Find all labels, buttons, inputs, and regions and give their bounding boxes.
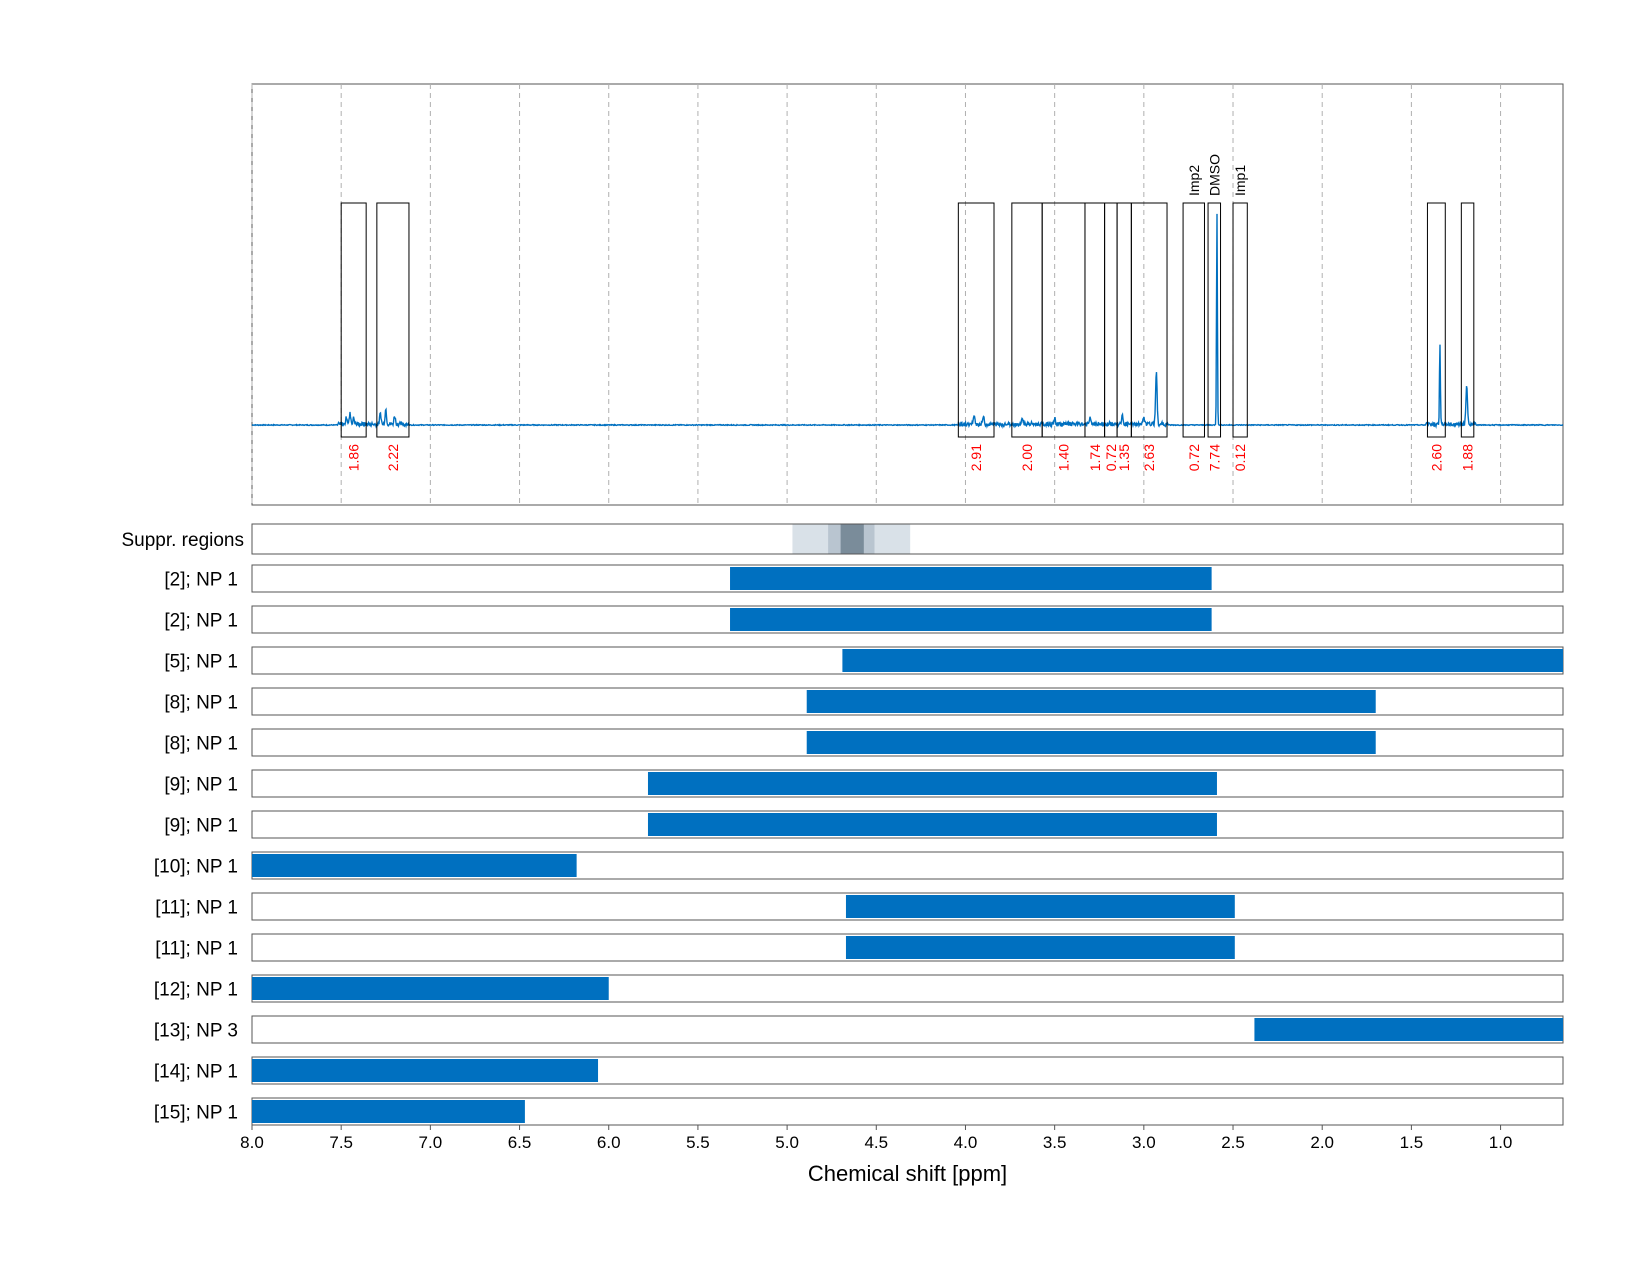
range-bar bbox=[1254, 1018, 1563, 1041]
range-row-label: [15]; NP 1 bbox=[154, 1103, 238, 1124]
integral-region-box bbox=[340, 202, 367, 438]
range-bar bbox=[842, 649, 1563, 672]
range-bar bbox=[845, 936, 1235, 959]
range-row-label: [10]; NP 1 bbox=[154, 857, 238, 878]
integral-value-label: 0.72 bbox=[1186, 444, 1202, 471]
integral-region-box bbox=[1011, 202, 1043, 438]
x-tick-label: 8.0 bbox=[240, 1133, 264, 1152]
integral-value-label: 2.22 bbox=[385, 444, 401, 471]
range-row-label: [2]; NP 1 bbox=[164, 611, 238, 632]
integral-value-label: 2.00 bbox=[1019, 444, 1035, 471]
range-row-label: [11]; NP 1 bbox=[155, 939, 238, 960]
x-tick-label: 7.5 bbox=[329, 1133, 353, 1152]
range-bar bbox=[252, 1059, 599, 1082]
range-row-label: [9]; NP 1 bbox=[164, 775, 238, 796]
x-tick-label: 1.0 bbox=[1489, 1133, 1513, 1152]
x-tick-label: 1.5 bbox=[1400, 1133, 1424, 1152]
integral-region-box bbox=[1084, 202, 1106, 438]
integral-region-box bbox=[957, 202, 995, 438]
range-rows: [2]; NP 1 [2]; NP 1 [5]; NP 1 [8]; NP 1 [8];… bbox=[154, 564, 1564, 1126]
integral-region-box bbox=[1232, 202, 1248, 438]
region-annotation-label: Imp1 bbox=[1232, 165, 1248, 196]
integral-value-label: 2.63 bbox=[1141, 444, 1157, 471]
x-tick-label: 7.0 bbox=[419, 1133, 443, 1152]
integral-value-label: 1.40 bbox=[1056, 444, 1072, 471]
integral-region-box bbox=[1104, 202, 1118, 438]
spectrum-line bbox=[251, 213, 1564, 430]
x-tick-label: 2.5 bbox=[1221, 1133, 1245, 1152]
range-row-label: [5]; NP 1 bbox=[164, 652, 238, 673]
integral-region-box bbox=[1130, 202, 1168, 438]
range-row-label: [9]; NP 1 bbox=[164, 816, 238, 837]
spectrum-frame bbox=[251, 83, 1564, 506]
integral-region-box bbox=[376, 202, 410, 438]
range-row-label: [14]; NP 1 bbox=[154, 1062, 238, 1083]
integral-region-box bbox=[1207, 202, 1222, 438]
integral-value-label: 2.60 bbox=[1428, 444, 1444, 471]
integral-value-label: 1.35 bbox=[1116, 444, 1132, 471]
integral-region-box bbox=[1041, 202, 1086, 438]
spectrum-panel: 1.86 2.22 2.91 2.00 1.40 1.74 0.721.35 2.63 0.72… bbox=[251, 83, 1564, 506]
suppression-label: Suppr. regions bbox=[121, 530, 244, 551]
range-bar bbox=[647, 772, 1217, 795]
suppression-panel: Suppr. regions bbox=[121, 523, 1564, 555]
integral-value-label: 1.88 bbox=[1460, 444, 1476, 471]
x-axis: 8.0 7.5 7.0 6.5 6.0 5.5 5.0 4.5 4.0 3.5 3.0 2.5 2.0 1… bbox=[240, 1124, 1563, 1186]
region-annotation-label: DMSO bbox=[1206, 154, 1222, 196]
range-bar bbox=[730, 608, 1212, 631]
range-bar bbox=[806, 731, 1376, 754]
x-tick-label: 6.5 bbox=[508, 1133, 532, 1152]
range-row-label: [2]; NP 1 bbox=[164, 570, 238, 591]
range-row-label: [8]; NP 1 bbox=[164, 693, 238, 714]
integral-value-label: 1.74 bbox=[1087, 444, 1103, 471]
x-tick-label: 5.5 bbox=[686, 1133, 710, 1152]
range-row-label: [8]; NP 1 bbox=[164, 734, 238, 755]
x-tick-label: 5.0 bbox=[775, 1133, 799, 1152]
suppression-frame bbox=[251, 523, 1564, 555]
range-bar bbox=[806, 690, 1376, 713]
integral-value-label: 2.91 bbox=[968, 444, 984, 471]
range-bar bbox=[252, 977, 609, 1000]
integral-value-label: 7.74 bbox=[1206, 444, 1222, 471]
x-tick-label: 3.0 bbox=[1132, 1133, 1156, 1152]
integral-region-box bbox=[1116, 202, 1132, 438]
integral-value-label: 0.12 bbox=[1232, 444, 1248, 471]
range-bar bbox=[252, 854, 577, 877]
range-bar bbox=[845, 895, 1235, 918]
range-bar bbox=[730, 567, 1212, 590]
integral-value-label: 1.86 bbox=[346, 444, 362, 471]
x-tick-label: 6.0 bbox=[597, 1133, 621, 1152]
x-tick-label: 4.5 bbox=[864, 1133, 888, 1152]
region-annotation-label: Imp2 bbox=[1186, 165, 1202, 196]
integral-region-box bbox=[1182, 202, 1205, 438]
range-row-label: [11]; NP 1 bbox=[155, 898, 238, 919]
integral-region-box bbox=[1426, 202, 1446, 438]
x-tick-label: 2.0 bbox=[1310, 1133, 1334, 1152]
range-bar bbox=[252, 1100, 525, 1123]
suppression-region bbox=[840, 524, 864, 554]
x-tick-label: 4.0 bbox=[954, 1133, 978, 1152]
x-tick-label: 3.5 bbox=[1043, 1133, 1067, 1152]
range-bar bbox=[647, 813, 1217, 836]
integral-region-box bbox=[1460, 202, 1475, 438]
x-axis-label: Chemical shift [ppm] bbox=[808, 1161, 1007, 1186]
range-row-label: [12]; NP 1 bbox=[154, 980, 238, 1001]
range-row-label: [13]; NP 3 bbox=[154, 1021, 238, 1042]
integral-value-label: 0.72 bbox=[1103, 444, 1119, 471]
